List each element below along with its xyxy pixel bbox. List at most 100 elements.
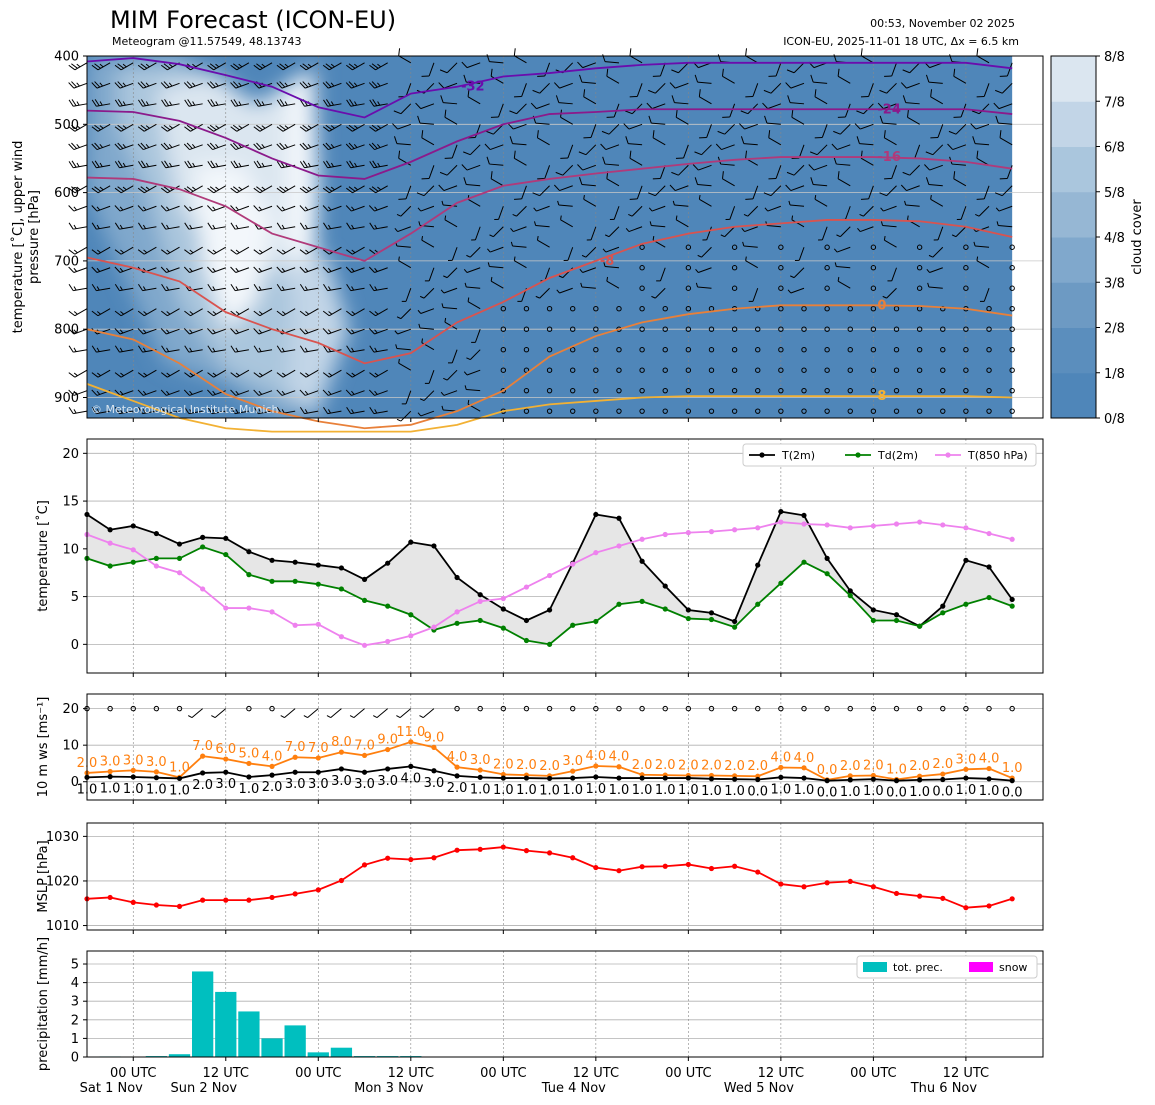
wind-barb xyxy=(833,156,851,166)
wind-barb xyxy=(253,205,273,212)
wind-barb xyxy=(440,390,458,396)
barb-flag xyxy=(322,143,329,150)
barb-flag xyxy=(114,187,122,194)
wind-barb xyxy=(739,123,758,130)
barb-staff xyxy=(932,246,944,258)
wind-barb xyxy=(466,349,481,361)
x-date-label: Sun 2 Nov xyxy=(170,1081,237,1096)
barb-staff xyxy=(74,123,88,132)
barb-half xyxy=(215,101,219,106)
barb-flag xyxy=(230,205,237,212)
barb-half xyxy=(395,344,398,349)
barb-staff xyxy=(975,123,990,130)
mean-wind-point xyxy=(500,775,506,781)
mslp-point xyxy=(893,890,900,897)
barb-flag xyxy=(253,126,261,132)
barb-staff xyxy=(328,328,342,335)
barb-half xyxy=(235,267,239,272)
gust-point xyxy=(616,764,622,770)
mean-wind-point xyxy=(732,776,738,782)
barb-flag xyxy=(902,171,910,176)
wind-barb xyxy=(253,345,273,353)
y-tick-label: 20 xyxy=(62,702,79,717)
wind-barb xyxy=(490,68,504,84)
y-tick-label: 1020 xyxy=(46,874,79,889)
wind-barb xyxy=(417,410,435,417)
wind-barb xyxy=(421,130,435,146)
barb-half xyxy=(96,286,100,291)
wind-barb xyxy=(708,408,715,414)
barb-staff xyxy=(305,123,319,132)
barb-half xyxy=(145,125,150,129)
wind-barb xyxy=(976,48,990,64)
barb-flag xyxy=(416,192,425,197)
barb-staff xyxy=(119,267,134,273)
barb-half xyxy=(489,234,494,238)
barb-flag xyxy=(207,328,213,335)
barb-staff xyxy=(745,55,758,64)
barb-half xyxy=(76,162,80,167)
calm-circle xyxy=(685,265,692,271)
wind-barb xyxy=(778,326,784,332)
wind-barb xyxy=(160,389,180,396)
y-tick-label: 4 xyxy=(71,976,79,991)
barb-flag xyxy=(276,126,284,132)
wind-barb xyxy=(486,156,504,166)
barb-staff xyxy=(328,82,342,89)
barb-staff xyxy=(304,226,319,230)
barb-flag xyxy=(68,161,74,168)
barb-half xyxy=(609,218,615,220)
wind-barb xyxy=(976,83,990,98)
gust-point xyxy=(361,752,368,759)
calm-circle xyxy=(893,367,900,373)
barb-staff xyxy=(636,83,643,97)
barb-half xyxy=(327,347,332,352)
barb-half xyxy=(374,311,379,315)
barb-flag xyxy=(230,187,238,194)
calm-circle xyxy=(986,326,992,332)
mean-wind-value-label: 1.0 xyxy=(146,783,167,798)
wind-barb xyxy=(563,247,574,261)
barb-half xyxy=(73,372,78,377)
barb-staff xyxy=(651,122,666,125)
barb-flag xyxy=(345,266,352,273)
barb-staff xyxy=(559,287,573,294)
barb-flag xyxy=(233,160,239,168)
barb-staff xyxy=(604,61,620,64)
barb-flag xyxy=(860,198,869,200)
barb-staff xyxy=(678,164,689,176)
barb-flag xyxy=(230,222,236,230)
barb-flag xyxy=(68,99,74,107)
barb-half xyxy=(837,276,840,282)
calm-circle xyxy=(801,326,807,332)
barb-half xyxy=(120,372,125,377)
barb-staff xyxy=(698,164,712,171)
barb-flag xyxy=(94,81,101,88)
barb-flag xyxy=(276,64,284,71)
barb-half xyxy=(143,249,148,254)
mean-wind-point xyxy=(708,776,715,782)
barb-flag xyxy=(537,75,545,77)
wind-barb xyxy=(345,81,365,89)
barb-staff xyxy=(469,349,481,360)
wind-barb xyxy=(870,285,877,291)
barb-flag xyxy=(993,102,1000,109)
wind-barb xyxy=(639,306,645,312)
barb-flag xyxy=(184,126,191,132)
barb-flag xyxy=(745,198,753,200)
barb-half xyxy=(606,276,609,282)
wind-barb xyxy=(523,326,530,332)
barb-staff xyxy=(701,246,712,258)
barb-flag xyxy=(745,95,753,98)
barb-flag xyxy=(137,143,144,150)
barb-half xyxy=(695,282,699,288)
wind-barb xyxy=(346,123,365,132)
barb-half xyxy=(189,311,194,315)
mean-wind-point xyxy=(940,776,946,783)
barb-staff xyxy=(374,390,388,396)
wind-barb xyxy=(276,142,296,151)
barb-staff xyxy=(120,369,134,378)
barb-staff xyxy=(836,246,851,253)
wind-barb xyxy=(883,130,897,146)
wind-barb xyxy=(441,303,458,310)
